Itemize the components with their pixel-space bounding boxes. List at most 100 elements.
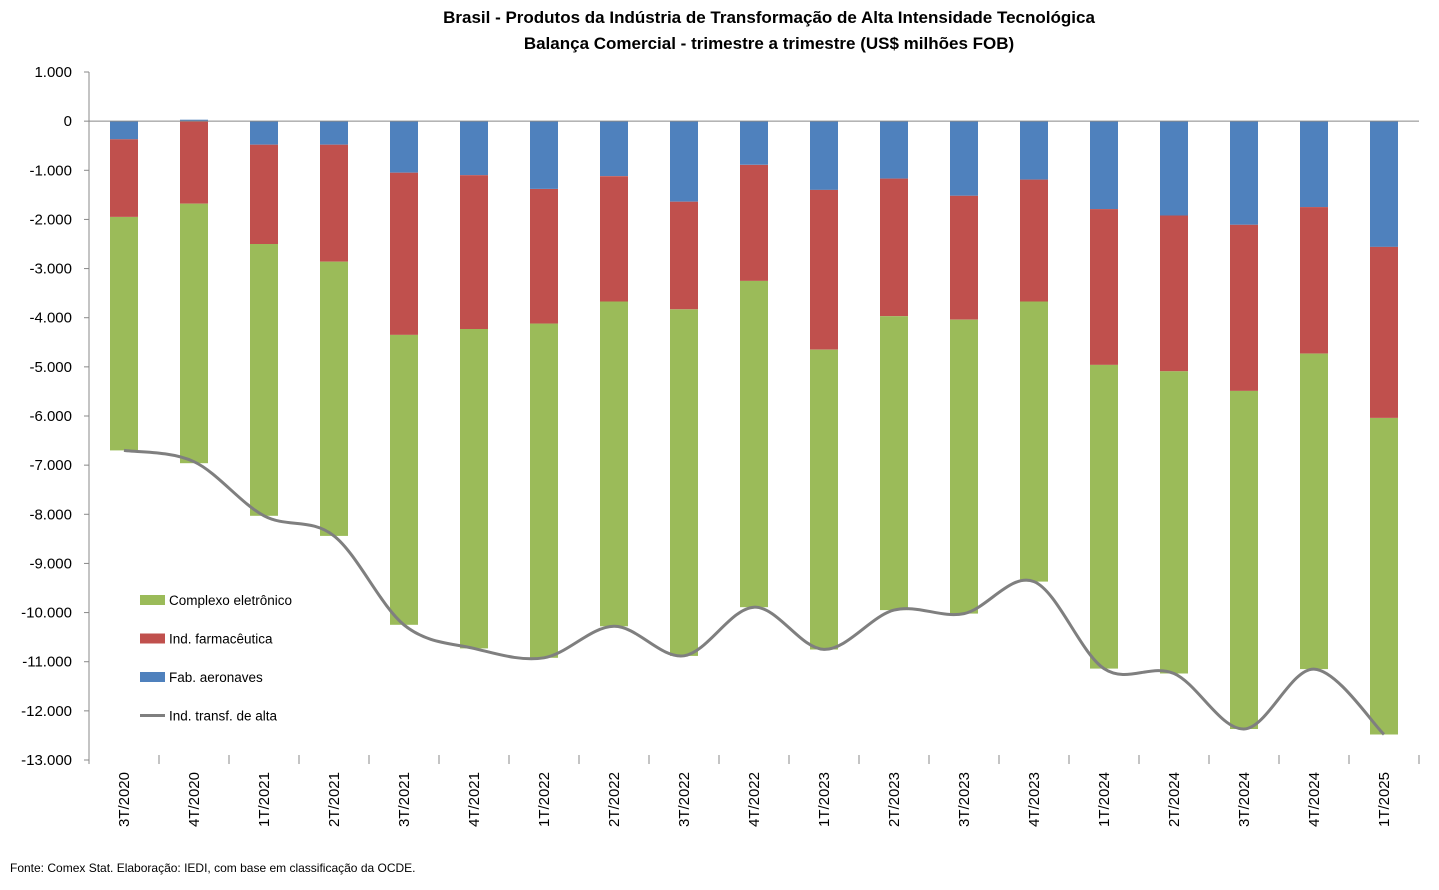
x-tick-label: 4T/2022: [746, 772, 763, 827]
y-tick-label: -4.000: [29, 310, 72, 327]
bar-fab-aeronaves-1t-2021: [250, 121, 278, 145]
bar-fab-aeronaves-4t-2021: [460, 121, 488, 176]
bar-complexo-eletronico-1t-2024: [1090, 364, 1118, 669]
bar-fab-aeronaves-3t-2020: [110, 121, 138, 140]
x-tick-label: 2T/2021: [326, 772, 343, 827]
bar-ind-farmaceutica-4t-2020: [180, 121, 208, 204]
line-ind-transf-de-alta: [123, 448, 1386, 736]
bar-ind-farmaceutica-2t-2021: [320, 144, 348, 262]
x-tick-label: 2T/2023: [886, 772, 903, 827]
bar-ind-farmaceutica-1t-2024: [1090, 209, 1118, 365]
x-tick-label: 4T/2024: [1306, 772, 1323, 827]
bar-fab-aeronaves-2t-2024: [1160, 121, 1188, 216]
bar-complexo-eletronico-4t-2024: [1300, 353, 1328, 670]
bar-fab-aeronaves-2t-2023: [880, 121, 908, 179]
bar-ind-farmaceutica-1t-2023: [810, 189, 838, 350]
bar-ind-farmaceutica-2t-2024: [1160, 215, 1188, 372]
bar-fab-aeronaves-4t-2023: [1020, 121, 1048, 180]
y-tick-label: -13.000: [21, 752, 72, 769]
chart-title: Brasil - Produtos da Indústria de Transf…: [443, 8, 1095, 27]
bar-complexo-eletronico-1t-2025: [1370, 418, 1398, 735]
bar-complexo-eletronico-3t-2021: [390, 334, 418, 625]
line-layer: [123, 448, 1386, 736]
bar-fab-aeronaves-3t-2024: [1230, 121, 1258, 225]
x-tick-label: 4T/2021: [466, 772, 483, 827]
legend-label-ind-farmaceutica: Ind. farmacêutica: [169, 632, 273, 647]
bar-ind-farmaceutica-1t-2022: [530, 189, 558, 324]
legend-swatch-fab-aeronaves: [140, 672, 165, 682]
bar-ind-farmaceutica-3t-2024: [1230, 224, 1258, 391]
axes-layer: 1.000 0 -1.000 -2.000 -3.000 -4.000 -5.000 -6.0…: [21, 64, 1420, 827]
y-tick-label: -1.000: [29, 162, 72, 179]
bar-ind-farmaceutica-4t-2021: [460, 175, 488, 329]
bar-complexo-eletronico-2t-2022: [600, 301, 628, 627]
bar-complexo-eletronico-2t-2024: [1160, 371, 1188, 674]
bar-complexo-eletronico-2t-2021: [320, 261, 348, 536]
legend-label-fab-aeronaves: Fab. aeronaves: [169, 670, 263, 685]
x-tick-label: 4T/2020: [186, 772, 203, 827]
bar-fab-aeronaves-3t-2021: [390, 121, 418, 173]
bar-complexo-eletronico-3t-2023: [950, 319, 978, 614]
bar-ind-farmaceutica-3t-2020: [110, 139, 138, 217]
x-tick-label: 1T/2023: [816, 772, 833, 827]
source-note: Fonte: Comex Stat. Elaboração: IEDI, com…: [10, 861, 416, 875]
bar-complexo-eletronico-4t-2021: [460, 329, 488, 649]
bar-complexo-eletronico-1t-2021: [250, 244, 278, 516]
bar-fab-aeronaves-3t-2023: [950, 121, 978, 196]
y-tick-label: 0: [64, 113, 72, 130]
bar-fab-aeronaves-2t-2022: [600, 121, 628, 177]
y-tick-label: -7.000: [29, 457, 72, 474]
bar-complexo-eletronico-2t-2023: [880, 316, 908, 611]
bar-complexo-eletronico-3t-2022: [670, 309, 698, 656]
y-tick-label: -10.000: [21, 605, 72, 622]
x-tick-label: 1T/2021: [256, 772, 273, 827]
bar-complexo-eletronico-3t-2020: [110, 217, 138, 451]
y-tick-label: -6.000: [29, 408, 72, 425]
bar-complexo-eletronico-3t-2024: [1230, 390, 1258, 729]
bar-fab-aeronaves-4t-2020: [180, 119, 208, 122]
bar-complexo-eletronico-1t-2022: [530, 323, 558, 658]
bar-ind-farmaceutica-2t-2022: [600, 176, 628, 302]
bar-ind-farmaceutica-4t-2024: [1300, 207, 1328, 354]
y-tick-label: -2.000: [29, 211, 72, 228]
x-tick-label: 3T/2020: [116, 772, 133, 827]
y-tick-label: -11.000: [22, 654, 72, 671]
legend-swatch-ind-farmaceutica: [140, 633, 165, 644]
bar-ind-farmaceutica-3t-2022: [670, 201, 698, 310]
bar-ind-farmaceutica-3t-2021: [390, 172, 418, 335]
bar-complexo-eletronico-4t-2022: [740, 280, 768, 608]
bar-ind-farmaceutica-1t-2021: [250, 144, 278, 244]
bar-fab-aeronaves-1t-2022: [530, 121, 558, 189]
bar-fab-aeronaves-4t-2022: [740, 121, 768, 165]
y-tick-label: -8.000: [29, 506, 72, 523]
legend-swatch-complexo-eletronico: [140, 595, 165, 605]
bar-complexo-eletronico-4t-2023: [1020, 301, 1048, 582]
y-tick-label: -3.000: [29, 261, 72, 278]
bar-complexo-eletronico-1t-2023: [810, 349, 838, 650]
y-tick-label: -12.000: [21, 703, 72, 720]
bar-ind-farmaceutica-4t-2022: [740, 164, 768, 281]
x-tick-label: 1T/2022: [536, 772, 553, 827]
x-tick-label: 3T/2023: [956, 772, 973, 827]
bar-fab-aeronaves-1t-2025: [1370, 121, 1398, 247]
x-tick-label: 3T/2022: [676, 772, 693, 827]
legend-label-ind-transf-de-alta: Ind. transf. de alta: [169, 709, 278, 724]
y-tick-label: -5.000: [29, 359, 72, 376]
bar-ind-farmaceutica-1t-2025: [1370, 246, 1398, 418]
bar-fab-aeronaves-1t-2024: [1090, 121, 1118, 210]
bar-complexo-eletronico-4t-2020: [180, 203, 208, 464]
x-tick-label: 2T/2024: [1166, 772, 1183, 827]
x-tick-label: 3T/2024: [1236, 772, 1253, 827]
bar-fab-aeronaves-3t-2022: [670, 121, 698, 202]
chart-subtitle: Balança Comercial - trimestre a trimestr…: [524, 34, 1014, 53]
x-tick-label: 2T/2022: [606, 772, 623, 827]
bar-ind-farmaceutica-2t-2023: [880, 178, 908, 317]
bar-fab-aeronaves-4t-2024: [1300, 121, 1328, 208]
x-tick-label: 1T/2024: [1096, 772, 1113, 827]
y-tick-label: 1.000: [34, 64, 72, 81]
bars-layer: [110, 119, 1398, 735]
x-tick-label: 1T/2025: [1376, 772, 1393, 827]
bar-ind-farmaceutica-4t-2023: [1020, 179, 1048, 302]
bar-fab-aeronaves-2t-2021: [320, 121, 348, 145]
